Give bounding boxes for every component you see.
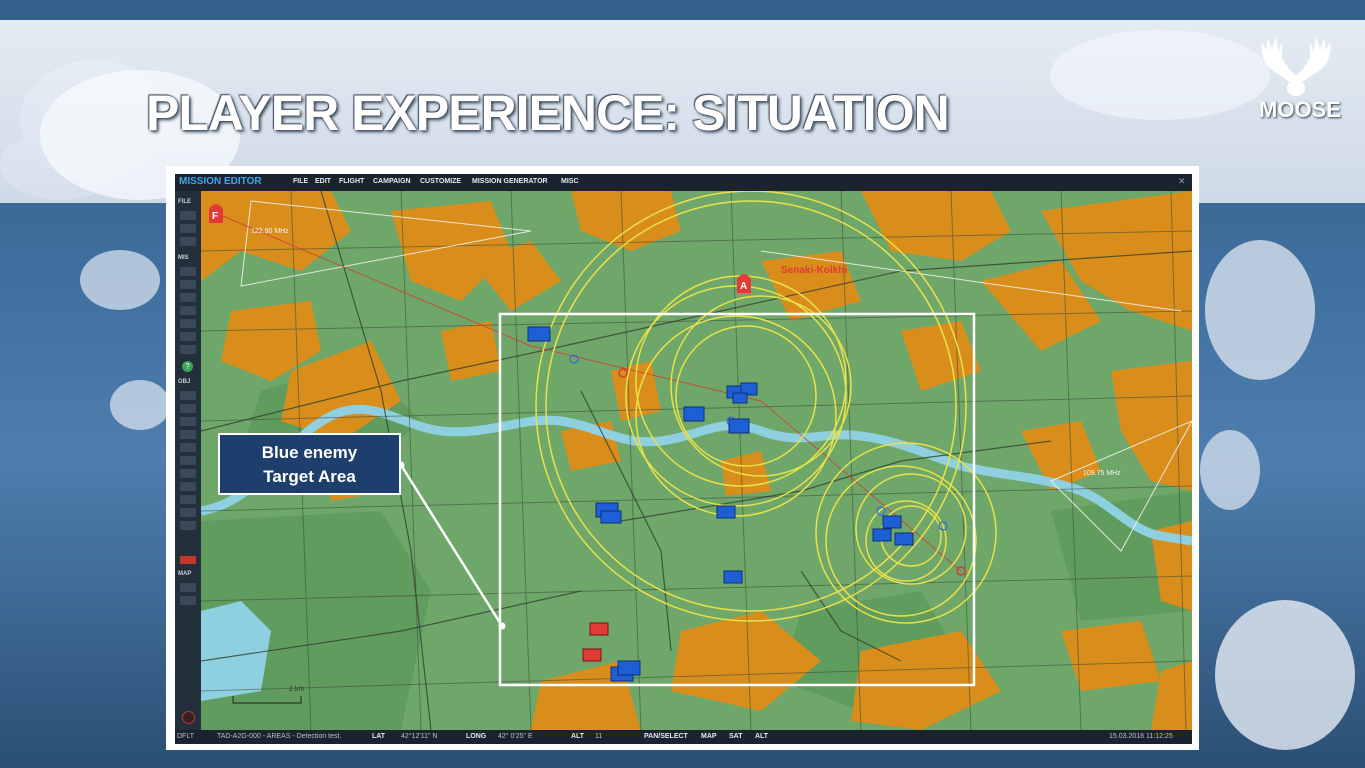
- menu-edit[interactable]: EDIT: [315, 178, 331, 185]
- cloud-left-4: [110, 380, 170, 430]
- toolbar-button-map-options[interactable]: [180, 583, 196, 592]
- status-lat-value: 42°12'11" N: [401, 733, 438, 740]
- cloud-right-2: [1215, 600, 1355, 750]
- toolbar-button-mis-2[interactable]: [180, 280, 196, 289]
- toolbar-label-obj: OBJ: [178, 379, 191, 385]
- status-datetime: 15.03.2018 11:12:25: [1109, 733, 1173, 740]
- status-lat-label: LAT: [372, 733, 386, 740]
- frequency-label-top-left: 122.90 MHz: [251, 228, 289, 235]
- menu-mission-generator[interactable]: MISSION GENERATOR: [472, 178, 548, 185]
- menu-file[interactable]: FILE: [293, 178, 309, 185]
- toolbar-button-mis-1[interactable]: [180, 267, 196, 276]
- moose-antlers-icon: [1261, 36, 1331, 96]
- status-bar: DFLT TAD-A2G-000 - AREAS - Detection tes…: [175, 730, 1192, 744]
- scale-label: 2 km: [289, 686, 304, 693]
- sky-strip: [0, 0, 1365, 22]
- map-button[interactable]: MAP: [701, 733, 717, 740]
- toolbar-button-vehicle[interactable]: [180, 430, 196, 439]
- banner-cloud-2: [1050, 30, 1270, 120]
- status-long-label: LONG: [466, 733, 487, 740]
- sat-button[interactable]: SAT: [729, 733, 743, 740]
- status-mode[interactable]: DFLT: [177, 733, 194, 740]
- marker-f-label: F: [212, 211, 218, 222]
- menu-campaign[interactable]: CAMPAIGN: [373, 178, 411, 185]
- cloud-left-3: [80, 250, 160, 310]
- toolbar-button-mis-3[interactable]: [180, 293, 196, 302]
- toolbar-button-save[interactable]: [180, 237, 196, 246]
- toolbar-button-objects[interactable]: [180, 508, 196, 517]
- toolbar-button-waypoint[interactable]: [180, 469, 196, 478]
- airfield-label: Senaki-Kolkhi: [781, 265, 847, 276]
- callout-line-1: Blue enemy: [261, 443, 358, 462]
- toolbar-button-aod[interactable]: [180, 521, 196, 530]
- toolbar-button-helicopter[interactable]: [180, 404, 196, 413]
- left-toolbar: FILE MIS ? OBJ MAP: [175, 191, 201, 730]
- toolbar-button-map-layers[interactable]: [180, 596, 196, 605]
- cloud-right-3: [1200, 430, 1260, 510]
- status-alt-value: 11: [595, 733, 603, 740]
- marker-a-icon[interactable]: [737, 274, 751, 293]
- toolbar-label-mis: MIS: [178, 255, 189, 261]
- status-alt-label: ALT: [571, 733, 585, 740]
- stop-icon[interactable]: [182, 711, 195, 724]
- toolbar-button-delete[interactable]: [180, 556, 196, 564]
- status-long-value: 42° 0'25" E: [498, 733, 533, 740]
- slide-title: PLAYER EXPERIENCE: SITUATION: [146, 85, 950, 141]
- help-icon[interactable]: ?: [182, 361, 193, 372]
- toolbar-button-trigger-zone[interactable]: [180, 456, 196, 465]
- pan-select-button[interactable]: PAN/SELECT: [644, 733, 688, 740]
- logo-text: MOOSE: [1259, 97, 1341, 122]
- toolbar-label-file: FILE: [178, 199, 191, 205]
- toolbar-button-mis-6[interactable]: [180, 332, 196, 341]
- marker-f-icon[interactable]: [209, 204, 223, 223]
- alt-button[interactable]: ALT: [755, 733, 769, 740]
- toolbar-button-mis-5[interactable]: [180, 319, 196, 328]
- toolbar-button-open[interactable]: [180, 224, 196, 233]
- callout-line-2: Target Area: [263, 467, 356, 486]
- close-icon[interactable]: ✕: [1178, 176, 1186, 186]
- menu-misc[interactable]: MISC: [561, 178, 579, 185]
- status-mission-name: TAD-A2G-000 - AREAS - Detection test.: [217, 733, 342, 740]
- toolbar-button-plane[interactable]: [180, 391, 196, 400]
- toolbar-label-map: MAP: [178, 571, 192, 577]
- toolbar-button-template[interactable]: [180, 482, 196, 491]
- menu-flight[interactable]: FLIGHT: [339, 178, 365, 185]
- toolbar-button-static[interactable]: [180, 443, 196, 452]
- toolbar-button-new[interactable]: [180, 211, 196, 220]
- cloud-right: [1205, 240, 1315, 380]
- toolbar-button-ship[interactable]: [180, 417, 196, 426]
- marker-a-label: A: [740, 281, 747, 292]
- toolbar-button-mis-7[interactable]: [180, 345, 196, 354]
- app-title: MISSION EDITOR: [179, 176, 262, 187]
- toolbar-button-mis-4[interactable]: [180, 306, 196, 315]
- menu-customize[interactable]: CUSTOMIZE: [420, 178, 462, 185]
- callout-box: Blue enemy Target Area: [218, 433, 401, 495]
- menu-bar: MISSION EDITOR FILE EDIT FLIGHT CAMPAIGN…: [175, 174, 1192, 191]
- toolbar-button-ruler[interactable]: [180, 495, 196, 504]
- frequency-label-right: 109.75 MHz: [1083, 470, 1121, 477]
